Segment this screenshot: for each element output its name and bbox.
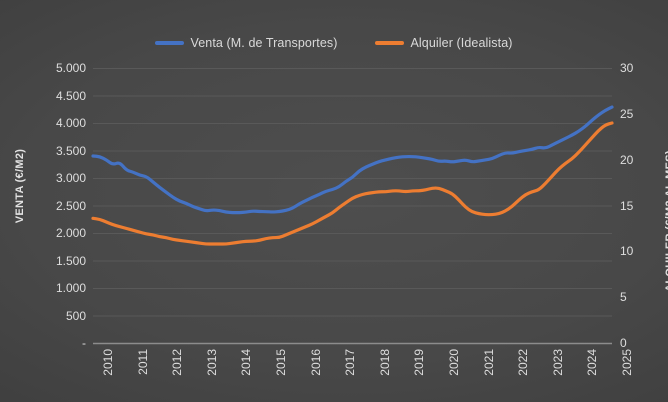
series-line bbox=[91, 105, 614, 215]
legend-label-alquiler: Alquiler (Idealista) bbox=[410, 36, 513, 50]
x-axis-tick-label: 2014 bbox=[239, 349, 254, 376]
y-axis-left-tick-label: 5.000 bbox=[55, 61, 86, 75]
y-axis-left-tick-label: 500 bbox=[65, 308, 86, 323]
y-axis-left-tick-label: 4.500 bbox=[55, 88, 86, 103]
y-axis-right-tick-label: 15 bbox=[620, 198, 634, 213]
x-axis-tick-label: 2015 bbox=[274, 349, 288, 376]
chart-legend: Venta (M. de Transportes) Alquiler (Idea… bbox=[0, 33, 668, 53]
y-axis-right-tick-label: 10 bbox=[620, 244, 634, 259]
x-axis-tick-label: 2012 bbox=[170, 349, 185, 376]
y-axis-left-tick-label: - bbox=[82, 336, 86, 350]
x-axis-tick-label: 2023 bbox=[550, 349, 565, 376]
y-axis-left-tick-label: 1.500 bbox=[55, 253, 86, 268]
x-axis-tick-label: 2013 bbox=[204, 349, 219, 376]
x-axis-tick-label: 2024 bbox=[585, 349, 600, 376]
x-axis-tick-label: 2017 bbox=[343, 349, 358, 376]
series-line bbox=[91, 121, 614, 246]
y-axis-left-tick-label: 2.000 bbox=[55, 226, 86, 240]
y-axis-left-tick-label: 1.000 bbox=[55, 281, 86, 295]
x-axis-tick-label: 2021 bbox=[481, 349, 496, 376]
x-axis-tick-label: 2019 bbox=[412, 349, 427, 376]
y-axis-right-ticks: 30 25 20 15 10 5 0 bbox=[620, 0, 660, 402]
x-axis-tick-label: 2018 bbox=[377, 349, 392, 376]
x-axis-tick-label: 2020 bbox=[447, 349, 461, 376]
series-lines bbox=[91, 105, 614, 246]
legend-item-alquiler[interactable]: Alquiler (Idealista) bbox=[375, 36, 512, 50]
x-axis-tick-label: 2022 bbox=[516, 349, 531, 376]
y-axis-left-ticks: 5.000 4.500 4.000 3.500 3.000 2.500 2.000 1.500… bbox=[22, 0, 86, 402]
y-axis-left-tick-label: 3.500 bbox=[55, 143, 86, 158]
x-axis-tick-label: 2010 bbox=[101, 349, 115, 376]
y-axis-right-tick-label: 5 bbox=[620, 290, 627, 305]
legend-item-venta[interactable]: Venta (M. de Transportes) bbox=[155, 36, 337, 50]
x-axis-tick-label: 2011 bbox=[135, 349, 150, 375]
y-axis-right-tick-label: 30 bbox=[620, 61, 634, 75]
y-axis-left-tick-label: 2.500 bbox=[55, 198, 86, 213]
y-axis-right-tick-label: 0 bbox=[620, 336, 627, 350]
y-axis-left-tick-label: 3.000 bbox=[55, 171, 86, 185]
y-axis-right-tick-label: 20 bbox=[620, 152, 634, 167]
x-axis-tick-label: 2016 bbox=[308, 349, 323, 376]
y-axis-left-tick-label: 4.000 bbox=[55, 116, 86, 130]
legend-swatch-venta bbox=[155, 41, 185, 45]
x-axis-tick-label: 2025 bbox=[620, 349, 634, 376]
y-axis-right-tick-label: 25 bbox=[620, 106, 634, 121]
legend-swatch-alquiler bbox=[375, 41, 405, 45]
legend-label-venta: Venta (M. de Transportes) bbox=[190, 36, 338, 50]
